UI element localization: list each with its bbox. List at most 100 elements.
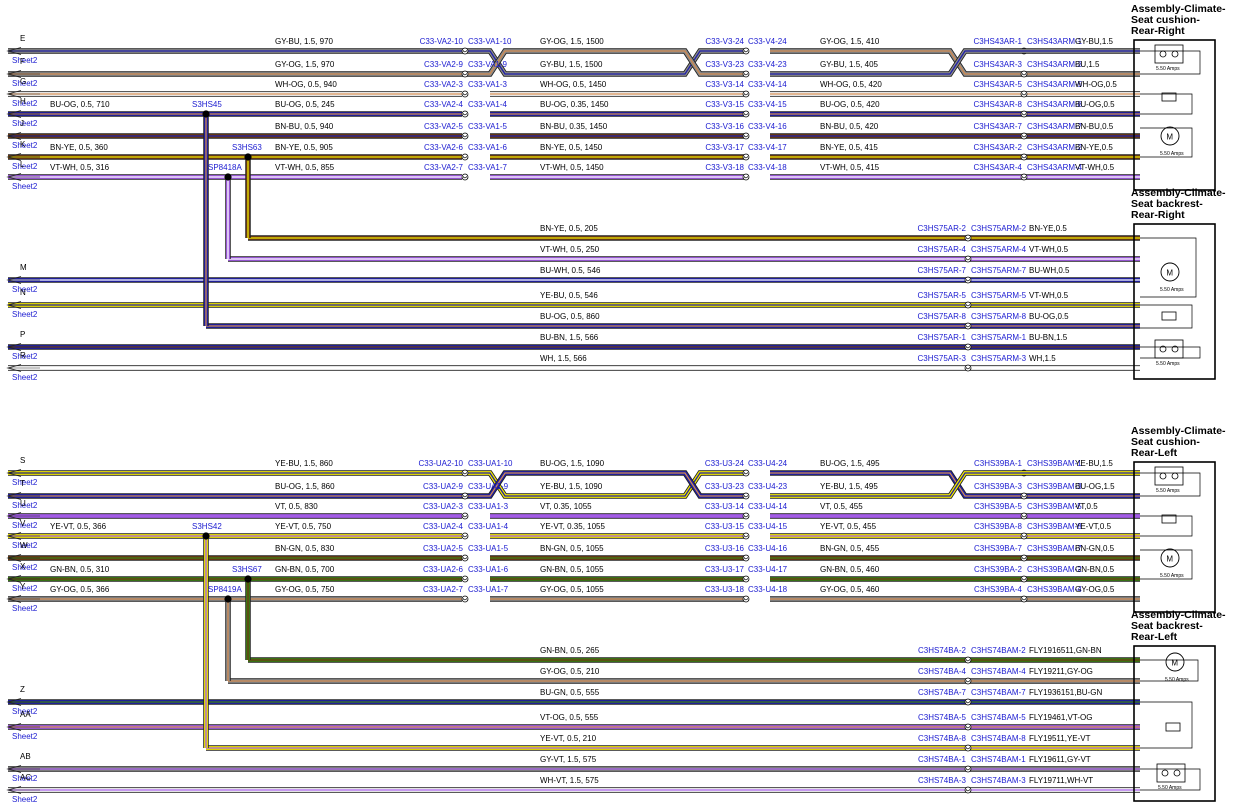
wire-l0[interactable]: BN-YE, 0.5, 205 C3HS75AR-2 C3HS75ARM-2 BN-Y… xyxy=(248,224,1140,242)
connector-end-left: C3HS75AR-7 xyxy=(918,266,967,275)
pin-terminal xyxy=(742,469,750,477)
pin-arc xyxy=(744,495,748,498)
end-cable-label: BU,1.5 xyxy=(1075,60,1100,69)
connector-mid-left: C33-V3-18 xyxy=(705,163,744,172)
connector-mid-left: C33-U3-16 xyxy=(705,544,745,553)
assembly-right-1[interactable]: Assembly-Climate-Seat backrest-Rear-Righ… xyxy=(1131,187,1226,380)
wire-label: BN-YE, 0.5, 205 xyxy=(540,224,598,233)
internal-wire xyxy=(1140,50,1201,75)
pin-arc xyxy=(463,535,467,538)
splice-dot xyxy=(244,575,252,583)
connector-end-right: C3HS39BAM-3 xyxy=(1027,482,1082,491)
wire-run-1-outline xyxy=(8,470,744,499)
wire-l1[interactable]: VT-WH, 0.5, 250 C3HS75AR-4 C3HS75ARM-4 VT-W… xyxy=(228,245,1140,263)
sheet-letter: E xyxy=(20,34,25,43)
motor-icon: M 5.50 Amps xyxy=(1160,548,1184,579)
wire-l0[interactable]: GN-BN, 0.5, 265 C3HS74BA-2 C3HS74BAM-2 FLY1… xyxy=(248,646,1140,664)
end-cable-label: BU-BN,1.5 xyxy=(1029,333,1068,342)
pin-arc xyxy=(966,258,970,261)
end-cable-label: FLY19611,GY-VT xyxy=(1029,755,1091,764)
wire-P[interactable]: P Sheet2 BU-BN, 1.5, 566 C3HS75AR-1 C3HS75AR… xyxy=(6,330,1140,361)
assembly-title-line: Assembly-Climate- xyxy=(1131,425,1226,437)
assembly-right-0[interactable]: Assembly-Climate-Seat cushion-Rear-Right xyxy=(1131,3,1226,191)
connector-end-right: C3HS75ARM-4 xyxy=(971,245,1027,254)
connector-end-right: C3HS75ARM-2 xyxy=(971,224,1027,233)
connector-right: C33-VA1-9 xyxy=(468,60,508,69)
wire-AB[interactable]: AB Sheet2 GY-VT, 1.5, 575 C3HS74BA-1 C3HS74B… xyxy=(6,752,1140,783)
wire-label-2: BU-OG, 1.5, 1090 xyxy=(540,459,605,468)
pin-arc xyxy=(1022,135,1026,138)
splice-dot xyxy=(202,532,210,540)
assembly-left-1[interactable]: Assembly-Climate-Seat backrest-Rear-Left xyxy=(1131,609,1226,802)
wire-label-3: YE-VT, 0.5, 455 xyxy=(820,522,877,531)
wire-label-2: GY-OG, 1.5, 1500 xyxy=(540,37,604,46)
end-cable-label: WH-OG,0.5 xyxy=(1075,80,1117,89)
assembly-title-line: Seat backrest- xyxy=(1131,620,1203,632)
pin-terminal xyxy=(742,70,750,78)
end-cable-label: FLY19211,GY-OG xyxy=(1029,667,1093,676)
connector-end-right: C3HS75ARM-1 xyxy=(971,333,1027,342)
connector-end-right: C3HS39BAM-5 xyxy=(1027,502,1082,511)
sheet-letter: R xyxy=(20,351,26,360)
internal-wire xyxy=(1140,237,1197,298)
wire-l4[interactable]: BU-OG, 0.5, 860 C3HS75AR-8 C3HS75ARM-8 BU-O… xyxy=(206,312,1140,330)
pin-terminal xyxy=(742,532,750,540)
pin-terminal xyxy=(964,322,972,330)
connector-mid-right: C33-V4-24 xyxy=(748,37,787,46)
wire-Z[interactable]: Z Sheet2 BU-GN, 0.5, 555 C3HS74BA-7 C3HS74BA… xyxy=(6,685,1140,716)
pin-terminal xyxy=(742,153,750,161)
wire-label-2: YE-BU, 1.5, 1090 xyxy=(540,482,603,491)
pin-terminal xyxy=(1020,90,1028,98)
pin-terminal xyxy=(461,532,469,540)
wire-label-2: BN-YE, 0.5, 1450 xyxy=(540,143,603,152)
end-cable-label: WH,1.5 xyxy=(1029,354,1056,363)
wire-label-3: GN-BN, 0.5, 460 xyxy=(820,565,880,574)
pin-terminal xyxy=(461,595,469,603)
splice-drops: S3HS42 S3HS67 SP8419A xyxy=(192,522,262,748)
end-cable-label: GN-BN,0.5 xyxy=(1075,565,1115,574)
wire-S[interactable]: S Sheet2 YE-BU, 1.5, 860 C33-UA2-10 C33-UA1-… xyxy=(6,456,1140,499)
wire-run-1-outline xyxy=(8,48,744,77)
wire-label: WH-VT, 1.5, 575 xyxy=(540,776,599,785)
connector-end-left: C3HS43AR-3 xyxy=(974,60,1023,69)
end-cable-label: BN-YE,0.5 xyxy=(1029,224,1067,233)
pin-terminal xyxy=(742,554,750,562)
connector-end-right: C3HS74BAM-7 xyxy=(971,688,1026,697)
wire-l1[interactable]: GY-OG, 0.5, 210 C3HS74BA-4 C3HS74BAM-4 FLY1… xyxy=(228,667,1140,685)
splice-label: SP8419A xyxy=(208,585,242,594)
wire-l4[interactable]: YE-VT, 0.5, 210 C3HS74BA-8 C3HS74BAM-8 FLY1… xyxy=(206,734,1140,752)
pin-terminal xyxy=(1020,132,1028,140)
connector-right: C33-VA1-4 xyxy=(468,100,508,109)
pin-arc xyxy=(744,535,748,538)
wire-label: WH, 1.5, 566 xyxy=(540,354,587,363)
pin-arc xyxy=(1022,495,1026,498)
wire-M[interactable]: M Sheet2 BU-WH, 0.5, 546 C3HS75AR-7 C3HS75AR… xyxy=(6,263,1140,294)
connector-end-left: C3HS39BA-7 xyxy=(974,544,1023,553)
sheet-link: Sheet2 xyxy=(12,584,38,593)
internal-wire xyxy=(1140,472,1201,497)
pin-terminal xyxy=(964,364,972,372)
assembly-left-0[interactable]: Assembly-Climate-Seat cushion-Rear-Left xyxy=(1131,425,1226,613)
motor-rating: 5.50 Amps xyxy=(1160,573,1184,579)
connector-end-left: C3HS75AR-1 xyxy=(918,333,967,342)
end-cable-label: FLY1936151,BU-GN xyxy=(1029,688,1102,697)
fuse-rating: 5.50 Amps xyxy=(1156,361,1180,367)
connector-end-right: C3HS43ARM-3 xyxy=(1027,60,1083,69)
pin-terminal xyxy=(964,744,972,752)
